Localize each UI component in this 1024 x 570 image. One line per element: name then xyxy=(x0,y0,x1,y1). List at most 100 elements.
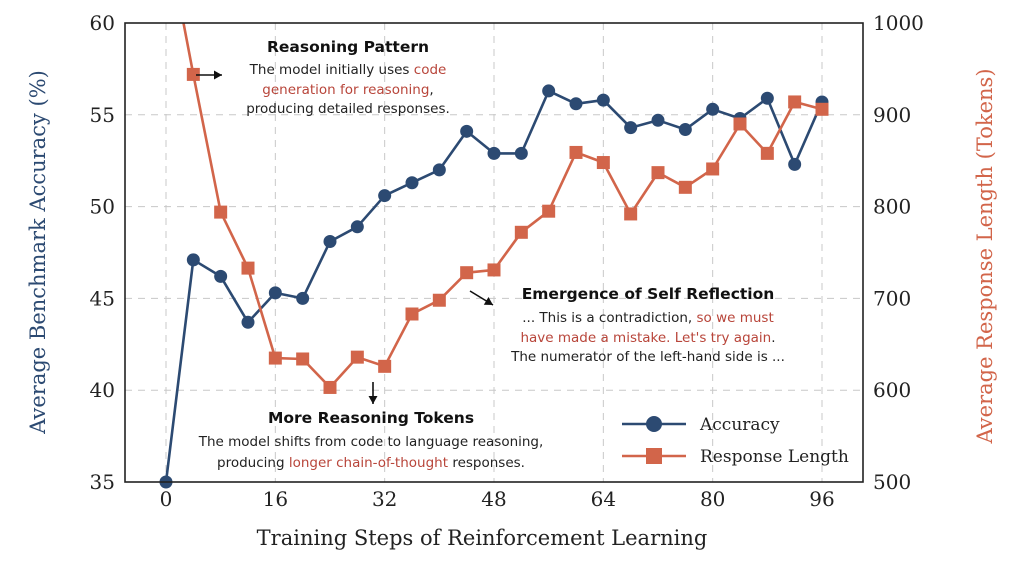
response-length-point xyxy=(760,146,774,160)
accuracy-point xyxy=(487,146,501,160)
accuracy-point xyxy=(268,286,282,300)
annotation-highlight: longer chain-of-thought xyxy=(289,455,448,471)
response-length-point xyxy=(678,180,692,194)
accuracy-point xyxy=(542,84,556,98)
marker-layer xyxy=(159,67,829,489)
annotation-line: The model shifts from code to language r… xyxy=(198,434,544,450)
y-right-tick-label: 500 xyxy=(873,470,911,494)
accuracy-point xyxy=(514,146,528,160)
x-tick-label: 64 xyxy=(591,487,616,511)
accuracy-point xyxy=(186,253,200,267)
response-length-point xyxy=(296,352,310,366)
annotation-title: Reasoning Pattern xyxy=(267,38,429,56)
annotation-segment: responses. xyxy=(448,455,525,471)
annotation-segment: , xyxy=(429,82,433,98)
accuracy-point xyxy=(460,124,474,138)
annotation-self-reflection: Emergence of Self Reflection ... This is … xyxy=(510,285,785,365)
accuracy-point xyxy=(706,102,720,116)
x-tick-label: 16 xyxy=(263,487,288,511)
annotation-reasoning-pattern: Reasoning Pattern The model initially use… xyxy=(246,38,450,117)
response-length-point xyxy=(214,205,228,219)
arrow-down-right-icon xyxy=(469,290,494,306)
annotation-title: More Reasoning Tokens xyxy=(268,409,474,427)
y-left-tick-label: 50 xyxy=(90,195,115,219)
plot-frame xyxy=(124,22,864,483)
x-tick-label: 32 xyxy=(372,487,397,511)
annotation-line: ... This is a contradiction, so we must xyxy=(522,310,774,326)
annotation-segment: The numerator of the left-hand side is .… xyxy=(510,349,785,365)
response-length-point xyxy=(569,145,583,159)
annotation-line: The model initially uses code xyxy=(249,62,447,78)
accuracy-point xyxy=(378,189,392,203)
legend-response-length-marker xyxy=(646,448,662,464)
response-length-point xyxy=(487,263,501,277)
arrow-right-icon xyxy=(196,70,222,80)
y-left-tick-label: 35 xyxy=(90,470,115,494)
y-right-tick-label: 1000 xyxy=(873,11,924,35)
y-right-tick-label: 900 xyxy=(873,103,911,127)
response-length-point xyxy=(815,102,829,116)
annotation-segment: ... This is a contradiction, xyxy=(522,310,696,326)
annotation-highlight: generation for reasoning xyxy=(262,82,429,98)
tick-labels: 0 16 32 48 64 80 96 35 40 45 50 55 60 500 600 700 800 900… xyxy=(90,11,924,511)
annotation-line: producing detailed responses. xyxy=(246,101,450,117)
accuracy-point xyxy=(405,176,419,190)
accuracy-point xyxy=(678,122,692,136)
y-axis-left-title: Average Benchmark Accuracy (%) xyxy=(26,70,50,435)
response-length-point xyxy=(706,162,720,176)
annotation-more-tokens: More Reasoning Tokens The model shifts fr… xyxy=(198,409,544,471)
grid-lines xyxy=(125,22,863,483)
response-length-point xyxy=(268,351,282,365)
x-tick-label: 80 xyxy=(700,487,725,511)
y-left-tick-label: 45 xyxy=(90,286,115,310)
response-length-point xyxy=(624,207,638,221)
annotation-highlight: have made a mistake. Let's try again xyxy=(520,330,771,346)
response-length-point xyxy=(323,380,337,394)
response-length-point xyxy=(405,307,419,321)
response-length-point xyxy=(241,261,255,275)
legend-accuracy-marker xyxy=(646,416,662,432)
annotations: Reasoning Pattern The model initially use… xyxy=(198,38,785,471)
y-left-tick-label: 40 xyxy=(90,378,115,402)
accuracy-point xyxy=(788,157,802,171)
x-tick-label: 48 xyxy=(481,487,506,511)
annotation-segment: producing detailed responses. xyxy=(246,101,450,117)
accuracy-point xyxy=(323,234,337,248)
annotation-line: producing longer chain-of-thought respon… xyxy=(217,455,525,471)
response-length-point xyxy=(542,204,556,218)
annotation-title: Emergence of Self Reflection xyxy=(522,285,775,303)
annotation-highlight: code xyxy=(414,62,447,78)
legend: Accuracy Response Length xyxy=(622,415,849,467)
annotation-segment: The model shifts from code to language r… xyxy=(198,434,544,450)
response-length-point xyxy=(378,359,392,373)
accuracy-point xyxy=(651,113,665,127)
annotation-line: generation for reasoning, xyxy=(262,82,433,98)
legend-response-length-label: Response Length xyxy=(700,447,849,467)
response-length-point xyxy=(514,225,528,239)
annotation-segment: producing xyxy=(217,455,289,471)
accuracy-point xyxy=(596,93,610,107)
x-tick-label: 0 xyxy=(160,487,173,511)
accuracy-point xyxy=(241,315,255,329)
response-length-point xyxy=(651,166,665,180)
y-left-tick-label: 55 xyxy=(90,103,115,127)
response-length-point xyxy=(596,156,610,170)
legend-accuracy-label: Accuracy xyxy=(699,415,780,435)
arrow-down-icon xyxy=(368,382,378,404)
accuracy-point xyxy=(624,121,638,135)
response-length-point xyxy=(460,266,474,280)
response-length-point xyxy=(788,95,802,109)
accuracy-point xyxy=(569,97,583,111)
x-axis-title: Training Steps of Reinforcement Learning xyxy=(257,526,708,550)
y-left-tick-label: 60 xyxy=(90,11,115,35)
accuracy-point xyxy=(760,91,774,105)
response-length-point xyxy=(350,350,364,364)
annotation-segment: . xyxy=(771,330,775,346)
y-right-tick-label: 600 xyxy=(873,378,911,402)
y-axis-right-title: Average Response Length (Tokens) xyxy=(973,68,997,444)
annotation-segment: The model initially uses xyxy=(249,62,414,78)
annotation-line: have made a mistake. Let's try again. xyxy=(520,330,775,346)
annotation-line: The numerator of the left-hand side is .… xyxy=(510,349,785,365)
response-length-point xyxy=(186,67,200,81)
